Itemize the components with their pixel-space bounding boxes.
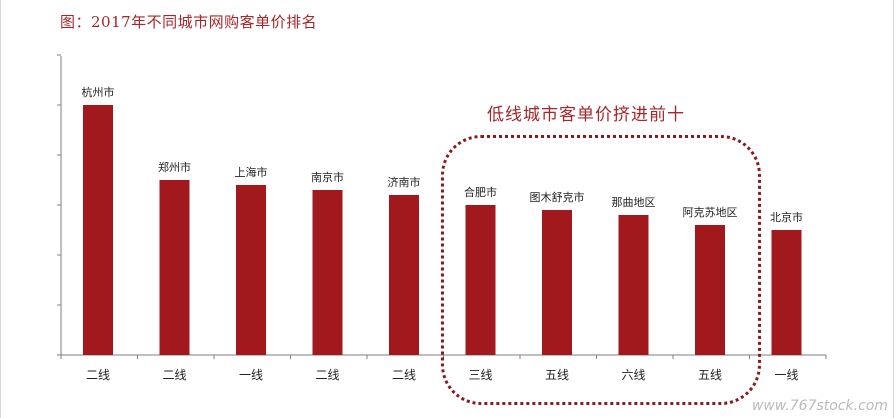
- bar: [695, 225, 725, 355]
- bar-label: 北京市: [770, 210, 803, 224]
- bar-label: 杭州市: [82, 85, 115, 99]
- bar-label: 上海市: [235, 165, 268, 179]
- x-tick-label: 二线: [392, 368, 416, 382]
- x-tick-label: 二线: [86, 368, 110, 382]
- bar-label: 南京市: [311, 170, 344, 184]
- bar: [389, 195, 419, 355]
- bar-label: 那曲地区: [612, 196, 656, 209]
- bar: [465, 205, 496, 355]
- bar-label: 济南市: [388, 175, 421, 189]
- x-tick-label: 二线: [315, 368, 339, 382]
- bar-label: 阿克苏地区: [683, 206, 738, 219]
- x-tick-label: 五线: [545, 368, 569, 382]
- bar: [771, 230, 802, 355]
- bar: [83, 105, 113, 355]
- bar: [312, 190, 343, 355]
- x-tick-labels: 二线 二线 一线 二线 二线 三线 五线 六线 五线 一线: [86, 368, 799, 382]
- bar-label: 合肥市: [464, 185, 497, 199]
- bar-label: 郑州市: [158, 160, 191, 174]
- bar: [236, 185, 266, 355]
- highlight-annotation: 低线城市客单价挤进前十: [487, 105, 685, 125]
- bar: [542, 210, 572, 355]
- x-tick-label: 二线: [162, 368, 186, 382]
- watermark: www.767stock.com: [751, 398, 888, 414]
- highlight-box: [441, 135, 761, 405]
- bar: [618, 215, 649, 355]
- x-tick-label: 五线: [698, 368, 722, 382]
- bar-label: 图木舒克市: [530, 190, 585, 204]
- x-tick-label: 六线: [621, 368, 645, 382]
- bar: [159, 180, 190, 355]
- bars: [83, 105, 802, 355]
- chart-title: 图：2017年不同城市网购客单价排名: [60, 13, 318, 31]
- left-frame-line: [0, 0, 1, 418]
- x-tick-label: 一线: [239, 368, 263, 382]
- x-tick-label: 一线: [774, 368, 798, 382]
